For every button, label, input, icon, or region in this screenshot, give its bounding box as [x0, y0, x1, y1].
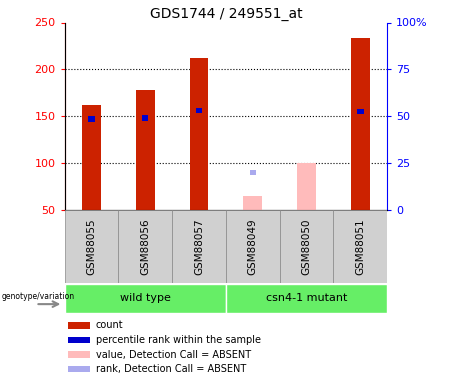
Text: GSM88051: GSM88051: [355, 218, 366, 275]
Bar: [351, 38, 370, 210]
Bar: [243, 196, 262, 210]
Bar: [142, 116, 148, 121]
Text: genotype/variation: genotype/variation: [1, 292, 74, 301]
Bar: [249, 170, 256, 176]
Bar: [226, 284, 387, 312]
Text: value, Detection Call = ABSENT: value, Detection Call = ABSENT: [95, 350, 251, 360]
Bar: [357, 109, 364, 114]
Bar: [297, 163, 316, 210]
Text: GSM88050: GSM88050: [301, 218, 312, 275]
Text: GSM88055: GSM88055: [86, 218, 96, 275]
Bar: [189, 58, 208, 210]
Bar: [65, 284, 226, 312]
Text: GSM88056: GSM88056: [140, 218, 150, 275]
Text: rank, Detection Call = ABSENT: rank, Detection Call = ABSENT: [95, 364, 246, 374]
Bar: [333, 210, 387, 283]
Text: percentile rank within the sample: percentile rank within the sample: [95, 335, 260, 345]
Bar: [68, 351, 90, 358]
Bar: [196, 108, 202, 113]
Text: GSM88057: GSM88057: [194, 218, 204, 275]
Text: GSM88049: GSM88049: [248, 218, 258, 275]
Bar: [68, 322, 90, 328]
Text: wild type: wild type: [120, 293, 171, 303]
Bar: [280, 210, 333, 283]
Text: csn4-1 mutant: csn4-1 mutant: [266, 293, 347, 303]
Bar: [65, 210, 118, 283]
Title: GDS1744 / 249551_at: GDS1744 / 249551_at: [149, 8, 302, 21]
Text: count: count: [95, 321, 123, 330]
Bar: [136, 90, 154, 210]
Bar: [172, 210, 226, 283]
Bar: [68, 337, 90, 343]
Bar: [68, 366, 90, 372]
Bar: [88, 116, 95, 122]
Bar: [82, 105, 101, 210]
Bar: [226, 210, 280, 283]
Bar: [118, 210, 172, 283]
